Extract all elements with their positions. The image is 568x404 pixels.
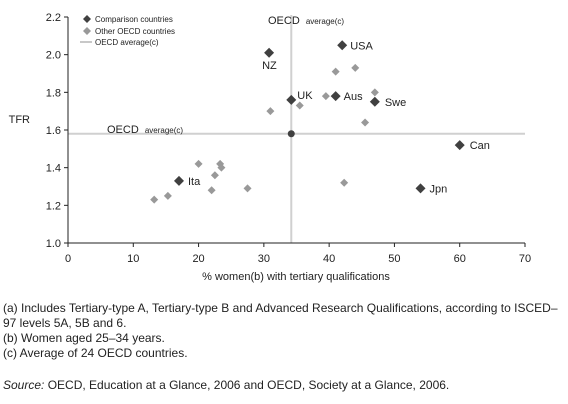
oecd-average-lines [68, 15, 525, 243]
x-tick-label: 30 [258, 253, 270, 265]
x-tick-label: 50 [388, 253, 400, 265]
source-text: OECD, Education at a Glance, 2006 and OE… [44, 378, 450, 392]
comparison-country-point [286, 94, 297, 105]
other-oecd-point [340, 178, 349, 187]
x-tick-label: 70 [519, 253, 531, 265]
y-tick-label: 1.6 [46, 125, 61, 137]
country-label-usa: USA [350, 40, 373, 52]
country-label-aus: Aus [344, 91, 363, 103]
other-oecd-point [210, 171, 219, 180]
country-label-uk: UK [297, 90, 313, 102]
oecd-average-point [287, 130, 295, 138]
source-note: Source: OECD, Education at a Glance, 200… [3, 378, 449, 392]
average-label-horizontal-sub: average(c) [145, 126, 184, 135]
other-oecd-point [217, 163, 226, 172]
y-axis-ticks: 1.0 1.2 1.4 1.6 1.8 2.0 2.2 [46, 12, 68, 250]
other-oecd-point [370, 88, 379, 97]
other-oecd-point [266, 107, 275, 116]
other-oecd-point [243, 184, 252, 193]
footnote-a: (a) Includes Tertiary-type A, Tertiary-t… [3, 301, 558, 330]
y-tick-label: 2.2 [46, 12, 61, 24]
x-tick-label: 10 [127, 253, 139, 265]
other-oecd-point [331, 67, 340, 76]
comparison-country-point [415, 183, 426, 194]
y-tick-label: 2.0 [46, 50, 61, 62]
x-tick-label: 0 [65, 253, 71, 265]
comparison-country-point [173, 175, 184, 186]
other-oecd-point [194, 159, 203, 168]
average-labels: OECD average(c) OECD average(c) [107, 15, 344, 136]
country-label-jpn: Jpn [430, 183, 448, 195]
y-axis-label: TFR [9, 114, 30, 126]
country-label-nz: NZ [262, 60, 277, 72]
average-label-horizontal: OECD average(c) [107, 124, 183, 136]
average-label-horizontal-main: OECD [107, 124, 139, 136]
x-tick-label: 20 [192, 253, 204, 265]
comparison-country-point [454, 140, 465, 151]
data-points [150, 40, 465, 204]
other-oecd-point [361, 118, 370, 127]
x-tick-label: 60 [454, 253, 466, 265]
legend-marker-comparison [83, 15, 91, 23]
legend: Comparison countries Other OECD countrie… [80, 15, 175, 47]
footnote-c: (c) Average of 24 OECD countries. [3, 346, 188, 360]
average-label-vertical-main: OECD [268, 15, 300, 27]
footnotes: (a) Includes Tertiary-type A, Tertiary-t… [3, 301, 565, 361]
x-axis-ticks: 0 10 20 30 40 50 60 70 [65, 243, 531, 265]
comparison-country-point [337, 40, 348, 51]
source-label: Source: [3, 378, 45, 392]
comparison-country-point [369, 96, 380, 107]
comparison-country-point [264, 47, 275, 58]
legend-label-other: Other OECD countries [95, 27, 175, 36]
other-oecd-point [207, 186, 216, 195]
average-label-vertical-sub: average(c) [306, 17, 345, 26]
x-axis-label: % women(b) with tertiary qualifications [202, 271, 390, 283]
comparison-country-point [330, 91, 341, 102]
y-tick-label: 1.2 [46, 200, 61, 212]
y-tick-label: 1.0 [46, 238, 61, 250]
legend-label-comparison: Comparison countries [95, 15, 173, 24]
other-oecd-point [295, 101, 304, 110]
other-oecd-point [321, 92, 330, 101]
country-label-can: Can [470, 140, 490, 152]
average-label-vertical: OECD average(c) [268, 15, 344, 27]
country-label-ita: Ita [188, 176, 201, 188]
other-oecd-point [351, 63, 360, 72]
scatter-chart: 1.0 1.2 1.4 1.6 1.8 2.0 2.2 0 10 20 30 40 50 60 70 TF… [9, 12, 532, 283]
data-point-labels: USA NZ UK Aus Swe Can Ita Jpn [188, 40, 490, 195]
footnote-b: (b) Women aged 25–34 years. [3, 331, 165, 345]
country-label-swe: Swe [385, 97, 406, 109]
other-oecd-point [163, 191, 172, 200]
other-oecd-point [150, 195, 159, 204]
y-tick-label: 1.8 [46, 87, 61, 99]
legend-label-average: OECD average(c) [95, 38, 159, 47]
legend-marker-other [83, 27, 91, 35]
x-tick-label: 40 [323, 253, 335, 265]
y-tick-label: 1.4 [46, 163, 61, 175]
